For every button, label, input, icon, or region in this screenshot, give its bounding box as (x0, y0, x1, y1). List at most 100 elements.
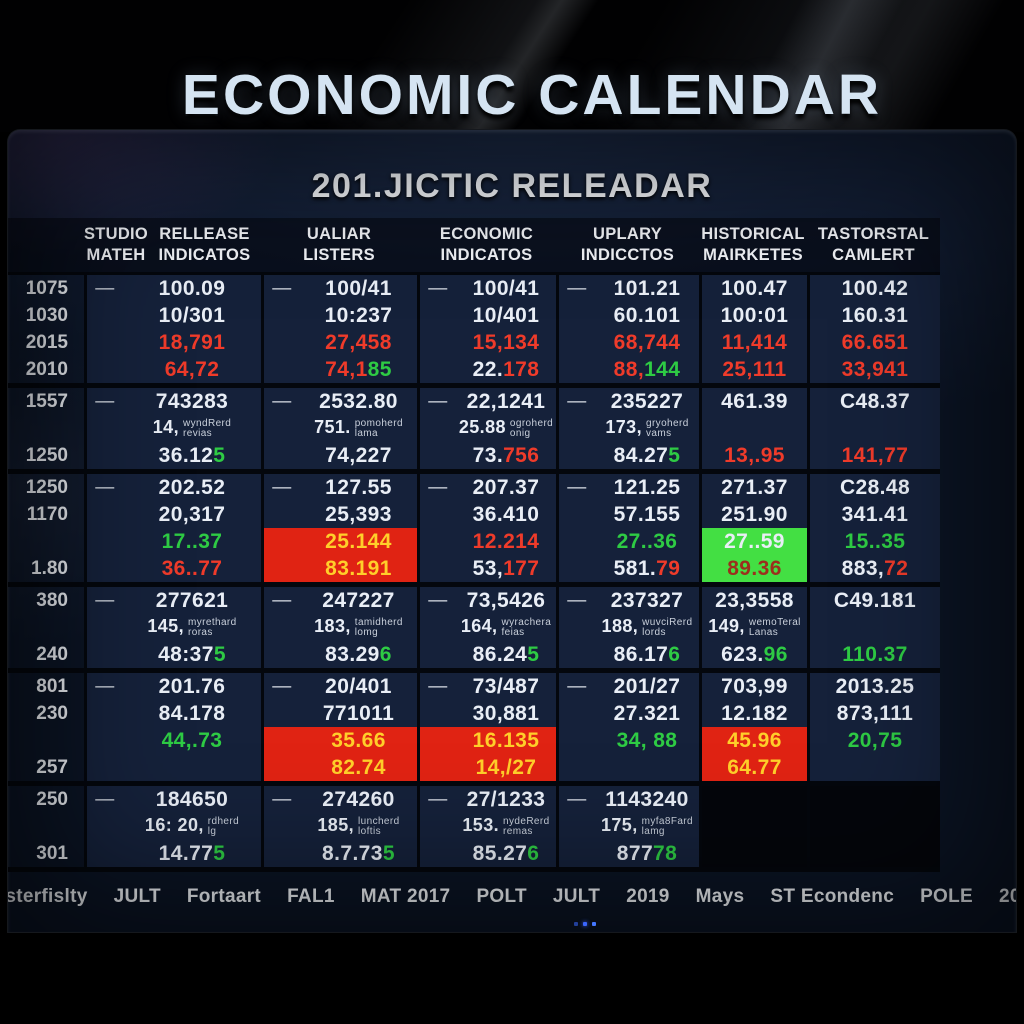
cell-value: 16.135 (456, 730, 556, 751)
table-cell: —82.74 (261, 754, 417, 781)
header-line: UALIAR (306, 224, 372, 243)
value-part: 74,1 (325, 358, 368, 381)
cell-value: 1143240 (595, 789, 699, 810)
garble-text: wuvciRerd lords (642, 617, 692, 638)
cell-value: 73,5426 (456, 590, 556, 611)
value-part: 22,1241 (466, 390, 546, 413)
table-cell: 25,111 (699, 356, 807, 383)
row-label: 257 (36, 757, 68, 778)
footer-item: ST Econdenc (770, 886, 895, 907)
garble-line: lama (354, 427, 378, 439)
cell-value: 53,177 (456, 558, 556, 579)
table-cell: 149, wemoTeral Lanas (699, 614, 807, 641)
cell-value: 100.47 (702, 278, 807, 299)
value-part: 27/1233 (466, 788, 546, 811)
row-label: 1250 (25, 445, 68, 466)
value-part: 153. (462, 815, 500, 836)
cell-value: 25.88 ogroherd onig (456, 418, 556, 438)
cell-value: 64,72 (123, 359, 261, 380)
value-part: 121.25 (613, 476, 681, 499)
table-cell: —10:237 (261, 302, 417, 329)
cell-value: 141,77 (810, 445, 940, 466)
table-cell: —27..36 (556, 528, 699, 555)
dash-icon: — (567, 590, 587, 611)
value-part: 12.182 (721, 702, 788, 725)
row-label (8, 614, 84, 641)
cell-value: 173, gryoherd vams (595, 418, 699, 438)
cell-value: 57.155 (595, 504, 699, 525)
value-part: 201.76 (158, 675, 226, 698)
table-cell: —57.155 (556, 501, 699, 528)
table-cell: —25.144 (261, 528, 417, 555)
value-part: 36.410 (472, 503, 540, 526)
cell-value: 10/401 (456, 305, 556, 326)
dash-icon: — (428, 789, 448, 810)
garble-text: wemoTeral Lanas (749, 617, 801, 638)
table-cell: —36..77 (84, 555, 261, 582)
cell-value: 36.410 (456, 504, 556, 525)
cell-value: 175, myfa8Fard lamg (595, 816, 699, 836)
row-label (8, 727, 84, 754)
cell-value: 100/41 (456, 278, 556, 299)
value-part: 64,72 (164, 358, 220, 381)
cell-value: C49.181 (810, 590, 940, 611)
cell-value: 8.7.735 (300, 843, 417, 864)
value-part: 36..77 (161, 557, 223, 580)
value-part: 184650 (155, 788, 229, 811)
table-cell: — 27/1233 (417, 786, 556, 813)
table-cell: 100.47 (699, 275, 807, 302)
table-cell: 251.90 (699, 501, 807, 528)
garble-line: vams (645, 427, 672, 439)
value-part: 86.17 (613, 643, 669, 666)
table-cell: — 121.25 (556, 474, 699, 501)
cell-value: 68,744 (595, 332, 699, 353)
table-cell: —83.191 (261, 555, 417, 582)
garble-line: onig (509, 427, 531, 439)
value-part: 183, (314, 616, 351, 637)
header-line: MATEH (86, 246, 146, 264)
row-label: 1170 (26, 504, 68, 525)
tv-reflection-band: ECONOMIC CALENDAR (0, 0, 1024, 132)
value-part: 27,458 (325, 331, 392, 354)
table-cell: —84.275 (556, 442, 699, 469)
value-part: 14, (152, 417, 179, 438)
cell-value: 771011 (300, 703, 417, 724)
page-title: ECONOMIC CALENDAR (181, 63, 883, 127)
dash-icon: — (567, 676, 587, 697)
table-cell: —20,317 (84, 501, 261, 528)
dash-icon: — (567, 278, 587, 299)
table-cell: — 2532.80 (261, 388, 417, 415)
dash-icon: — (272, 278, 292, 299)
table-cell: — 127.55 (261, 474, 417, 501)
dash-icon: — (428, 590, 448, 611)
garble-line: gryoherd (645, 417, 689, 429)
value-part: 756 (503, 444, 540, 467)
table-block: 1075 — 100.09 — 100/41 — 100/41 — 101.21 100.47 10… (8, 275, 940, 388)
value-part: 25,393 (325, 503, 392, 526)
header-line: RELLEASE (159, 224, 250, 243)
cell-value: 82.74 (300, 757, 417, 778)
value-part: 743283 (155, 390, 229, 413)
cell-value: 145, myrethard roras (123, 617, 261, 637)
garble-line: lomg (354, 626, 379, 638)
value-part: 20,317 (158, 503, 226, 526)
table-cell: 110.37 (807, 641, 940, 668)
header-line: HISTORICAL (701, 224, 805, 243)
table-cell: C48.37 (807, 388, 940, 415)
cell-value: 581.79 (595, 558, 699, 579)
table-cell: —14,/27 (417, 754, 556, 781)
cell-value: 13,.95 (702, 445, 807, 466)
cell-value: 121.25 (595, 477, 699, 498)
cell-value: 341.41 (810, 504, 940, 525)
cell-value: 45.96 (702, 730, 807, 751)
cell-value: 22,1241 (456, 391, 556, 412)
value-part: 6 (379, 643, 392, 666)
cell-value: C28.48 (810, 477, 940, 498)
table-cell: — 100/41 (261, 275, 417, 302)
garble-line: lamg (641, 825, 665, 837)
